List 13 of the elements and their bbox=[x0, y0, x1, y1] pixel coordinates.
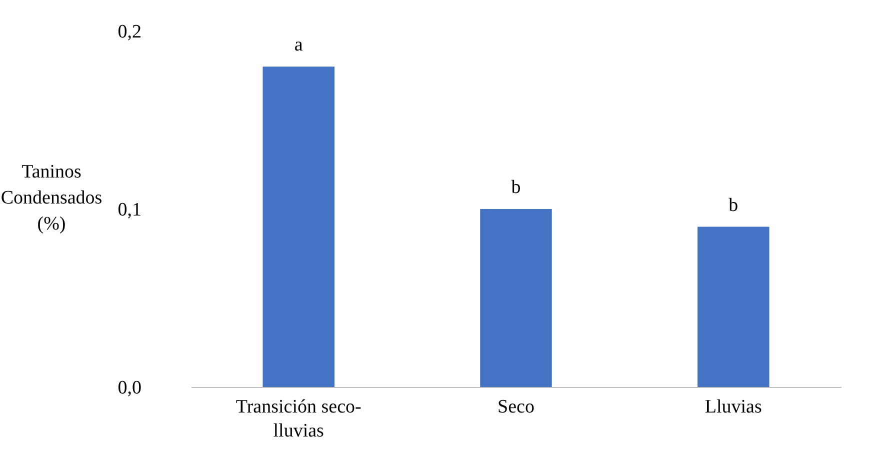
y-tick-label: 0,0 bbox=[118, 378, 142, 398]
x-tick-label: Transición seco-lluvias bbox=[236, 396, 362, 442]
bar bbox=[698, 226, 770, 387]
y-axis-title: Taninos Condensados (%) bbox=[0, 162, 102, 234]
annotation: b bbox=[728, 194, 738, 216]
annotation: a bbox=[294, 34, 304, 56]
y-tick-label: 0,2 bbox=[118, 22, 142, 42]
x-tick-label: Lluvias bbox=[704, 396, 762, 418]
y-tick-label: 0,1 bbox=[118, 200, 142, 220]
annotation: b bbox=[511, 177, 521, 198]
bar bbox=[480, 209, 552, 387]
bar bbox=[262, 66, 334, 387]
x-tick-label: Seco bbox=[498, 396, 534, 418]
